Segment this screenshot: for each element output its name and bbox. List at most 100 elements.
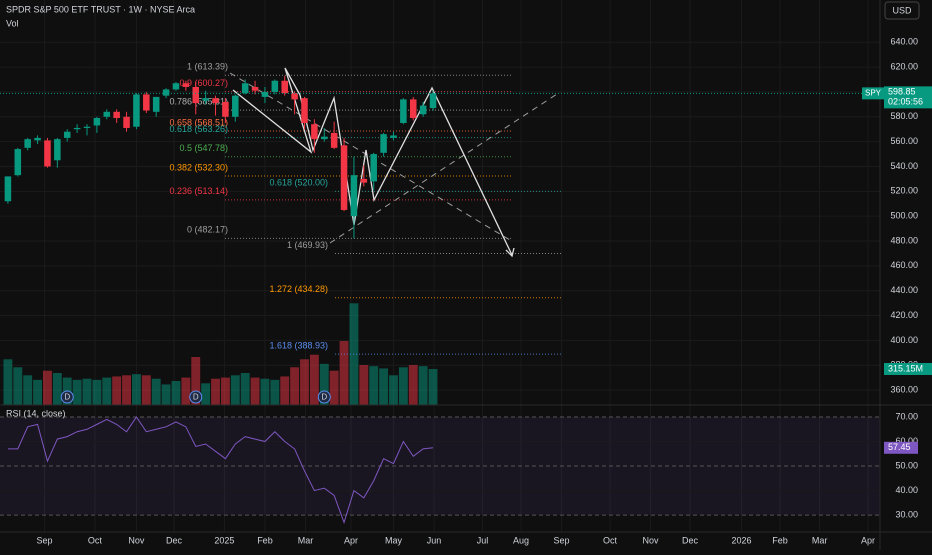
- price-tag: [884, 86, 932, 109]
- volume-bar: [240, 373, 250, 405]
- fib-label: 0.618 (520.00): [269, 178, 328, 188]
- x-tick-label: 2026: [731, 535, 751, 545]
- volume-bar: [52, 373, 62, 405]
- fib-label: 0.9 (600.27): [179, 78, 228, 88]
- x-tick-label: Nov: [643, 535, 660, 545]
- symbol-label: SPY: [865, 88, 882, 97]
- volume-bar: [359, 365, 369, 405]
- candle-body: [291, 93, 298, 100]
- x-tick-label: Sep: [554, 535, 570, 545]
- volume-value: 315.15M: [888, 363, 923, 373]
- candle-body: [281, 80, 288, 94]
- candle-body: [123, 116, 130, 128]
- volume-bar: [122, 375, 131, 405]
- candle-body: [340, 145, 348, 210]
- fib-label: 0 (482.17): [187, 225, 228, 235]
- candle-body: [83, 126, 91, 128]
- fib-label: 1 (469.93): [287, 240, 328, 250]
- candle-body: [172, 83, 180, 90]
- volume-bar: [82, 378, 92, 405]
- rsi-line: [7, 416, 434, 524]
- candle-body: [251, 86, 259, 91]
- countdown: 02:05:56: [888, 97, 923, 107]
- volume-bar: [131, 374, 141, 405]
- y-tick-label: 400.00: [890, 335, 918, 345]
- candle-body: [143, 94, 150, 111]
- candle-body: [133, 94, 140, 127]
- volume-bar: [72, 379, 82, 405]
- volume-bar: [13, 367, 23, 405]
- candle-body: [212, 98, 219, 104]
- candle-body: [380, 134, 387, 153]
- candle-body: [4, 176, 12, 202]
- arrow-head: [505, 247, 515, 258]
- volume-bar: [211, 378, 220, 405]
- x-tick-label: Aug: [513, 535, 529, 545]
- candle-body: [162, 89, 170, 96]
- candle-body: [321, 136, 328, 140]
- currency[interactable]: USD: [892, 5, 912, 15]
- volume-bar: [102, 377, 112, 405]
- volume-bar: [309, 354, 319, 405]
- volume-bar: [33, 379, 43, 405]
- volume-bar: [250, 377, 260, 405]
- currency-button[interactable]: [884, 1, 920, 20]
- candle-body: [261, 91, 269, 97]
- symbol-tag: [862, 87, 884, 100]
- candle-body: [93, 118, 101, 126]
- x-tick-label: Apr: [861, 535, 875, 545]
- volume-bar: [151, 378, 161, 405]
- fib-label: 0.618 (563.26): [169, 124, 228, 134]
- rsi-tick-label: 40.00: [895, 485, 918, 495]
- y-tick-label: 540.00: [890, 161, 918, 171]
- x-tick-label: Dec: [682, 535, 699, 545]
- dividend-marker: [189, 390, 203, 404]
- candle-body: [232, 95, 239, 117]
- candle-body: [419, 105, 427, 115]
- volume-bar: [3, 359, 13, 405]
- x-tick-label: Oct: [88, 535, 103, 545]
- volume-bar: [408, 365, 418, 405]
- volume-bar: [339, 341, 349, 405]
- volume-bar: [23, 375, 33, 405]
- y-tick-label: 500.00: [890, 211, 918, 221]
- candle-body: [311, 124, 318, 140]
- candle-body: [370, 154, 377, 182]
- candle-body: [241, 83, 249, 94]
- volume-bar: [428, 368, 438, 405]
- y-tick-label: 420.00: [890, 310, 918, 320]
- volume-bar: [270, 379, 280, 405]
- fib-label: 0.658 (568.51): [169, 117, 228, 127]
- y-tick-label: 460.00: [890, 260, 918, 270]
- fib-label: 0.382 (532.30): [169, 162, 228, 172]
- chart-title: SPDR S&P 500 ETF TRUST · 1W · NYSE Arca: [6, 4, 195, 14]
- volume-bar: [161, 384, 171, 405]
- candle-body: [182, 83, 190, 87]
- x-tick-label: May: [385, 535, 403, 545]
- x-tick-label: Feb: [257, 535, 273, 545]
- y-tick-label: 440.00: [890, 285, 918, 295]
- x-tick-label: Feb: [772, 535, 788, 545]
- dividend-marker: [317, 390, 331, 404]
- volume-bar: [112, 376, 122, 405]
- candle-body: [222, 101, 229, 117]
- candle-body: [202, 98, 209, 101]
- rsi-tick-label: 60.00: [895, 436, 918, 446]
- y-tick-label: 640.00: [890, 37, 918, 47]
- x-tick-label: Jun: [427, 535, 442, 545]
- candle-body: [152, 96, 160, 112]
- rsi-band: [0, 417, 880, 516]
- candle-body: [113, 111, 120, 119]
- volume-bar: [230, 375, 240, 405]
- candle-body: [103, 111, 111, 117]
- dividend-label: D: [193, 393, 199, 402]
- y-tick-label: 620.00: [890, 61, 918, 71]
- rsi-title: RSI (14, close): [6, 408, 66, 418]
- volume-bar: [290, 367, 300, 405]
- candle-body: [34, 137, 41, 141]
- x-tick-label: Mar: [298, 535, 314, 545]
- candle-body: [63, 131, 71, 138]
- candle-body: [24, 139, 31, 148]
- volume-bar: [141, 375, 151, 405]
